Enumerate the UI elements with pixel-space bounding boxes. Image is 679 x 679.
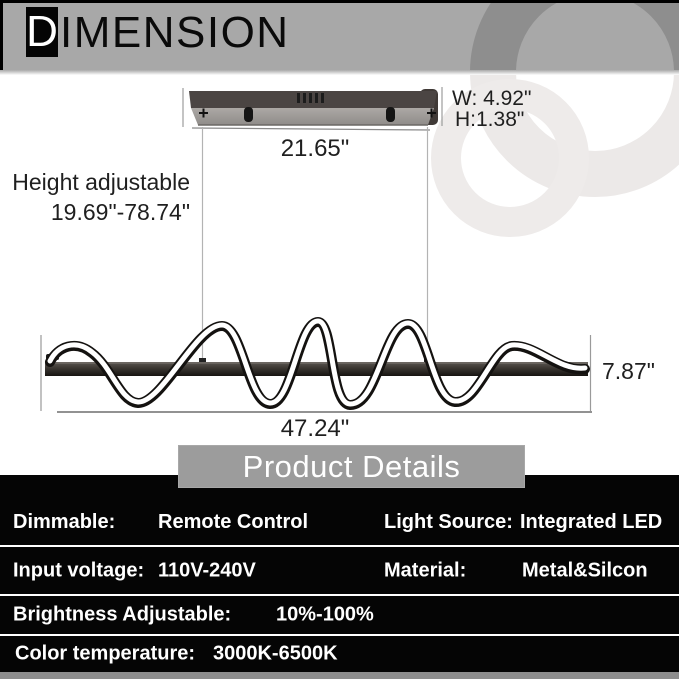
canopy-vents xyxy=(297,93,324,103)
spec-row-dimmable: Dimmable: Remote Control Light Source: I… xyxy=(0,475,679,545)
fixture-height-label: 7.87" xyxy=(602,358,655,384)
bottom-gray-strip xyxy=(0,672,679,679)
height-adjustable-label: Height adjustable 19.69"-78.74" xyxy=(8,167,190,227)
brand-watermark-dark-icon xyxy=(470,3,679,70)
light-bar xyxy=(45,354,588,376)
spec-value: 3000K-6500K xyxy=(213,642,338,665)
canopy-holes xyxy=(244,107,395,122)
spec-table: Dimmable: Remote Control Light Source: I… xyxy=(0,475,679,672)
spec-row-brightness: Brightness Adjustable: 10%-100% xyxy=(0,594,679,634)
canopy-and-fixture-diagram xyxy=(40,87,592,413)
spiral-led-ribbon xyxy=(45,316,590,411)
suspension-wires xyxy=(201,127,429,363)
wire-connector-left xyxy=(199,358,206,364)
spec-value: 110V-240V xyxy=(158,559,256,581)
title-rest: IMENSION xyxy=(60,8,290,57)
canopy-h-label: H:1.38" xyxy=(455,108,525,131)
spec-label: Dimmable: xyxy=(13,511,116,533)
dimension-title: D IMENSION xyxy=(26,7,290,59)
fixture-length-label: 47.24" xyxy=(280,415,350,442)
height-adjustable-line2: 19.69"-78.74" xyxy=(50,199,190,225)
spec-label: Light Source: xyxy=(384,511,513,533)
spec-row-color-temperature: Color temperature: 3000K-6500K xyxy=(0,634,679,672)
product-details-header: Product Details xyxy=(178,445,525,488)
spec-value: Remote Control xyxy=(158,511,308,533)
spec-label: Brightness Adjustable: xyxy=(13,603,232,626)
fixture-dimension-lines xyxy=(40,335,592,413)
spec-row-voltage: Input voltage: 110V-240V Material: Metal… xyxy=(0,545,679,594)
spec-value: Metal&Silcon xyxy=(522,559,648,581)
spec-label: Color temperature: xyxy=(15,642,196,665)
ceiling-canopy xyxy=(189,89,438,126)
spec-value: 10%-100% xyxy=(276,603,374,626)
spec-value: Integrated LED xyxy=(520,511,663,533)
title-letter-d: D xyxy=(26,7,58,57)
header-fade xyxy=(0,70,679,75)
spec-label: Material: xyxy=(384,559,467,581)
canopy-width-dimension-line xyxy=(191,127,431,131)
spec-label: Input voltage: xyxy=(13,559,145,581)
header-band: D IMENSION xyxy=(0,0,679,70)
height-adjustable-line1: Height adjustable xyxy=(12,169,190,195)
canopy-width-label: 21.65" xyxy=(280,135,350,162)
product-details-title: Product Details xyxy=(242,448,461,484)
